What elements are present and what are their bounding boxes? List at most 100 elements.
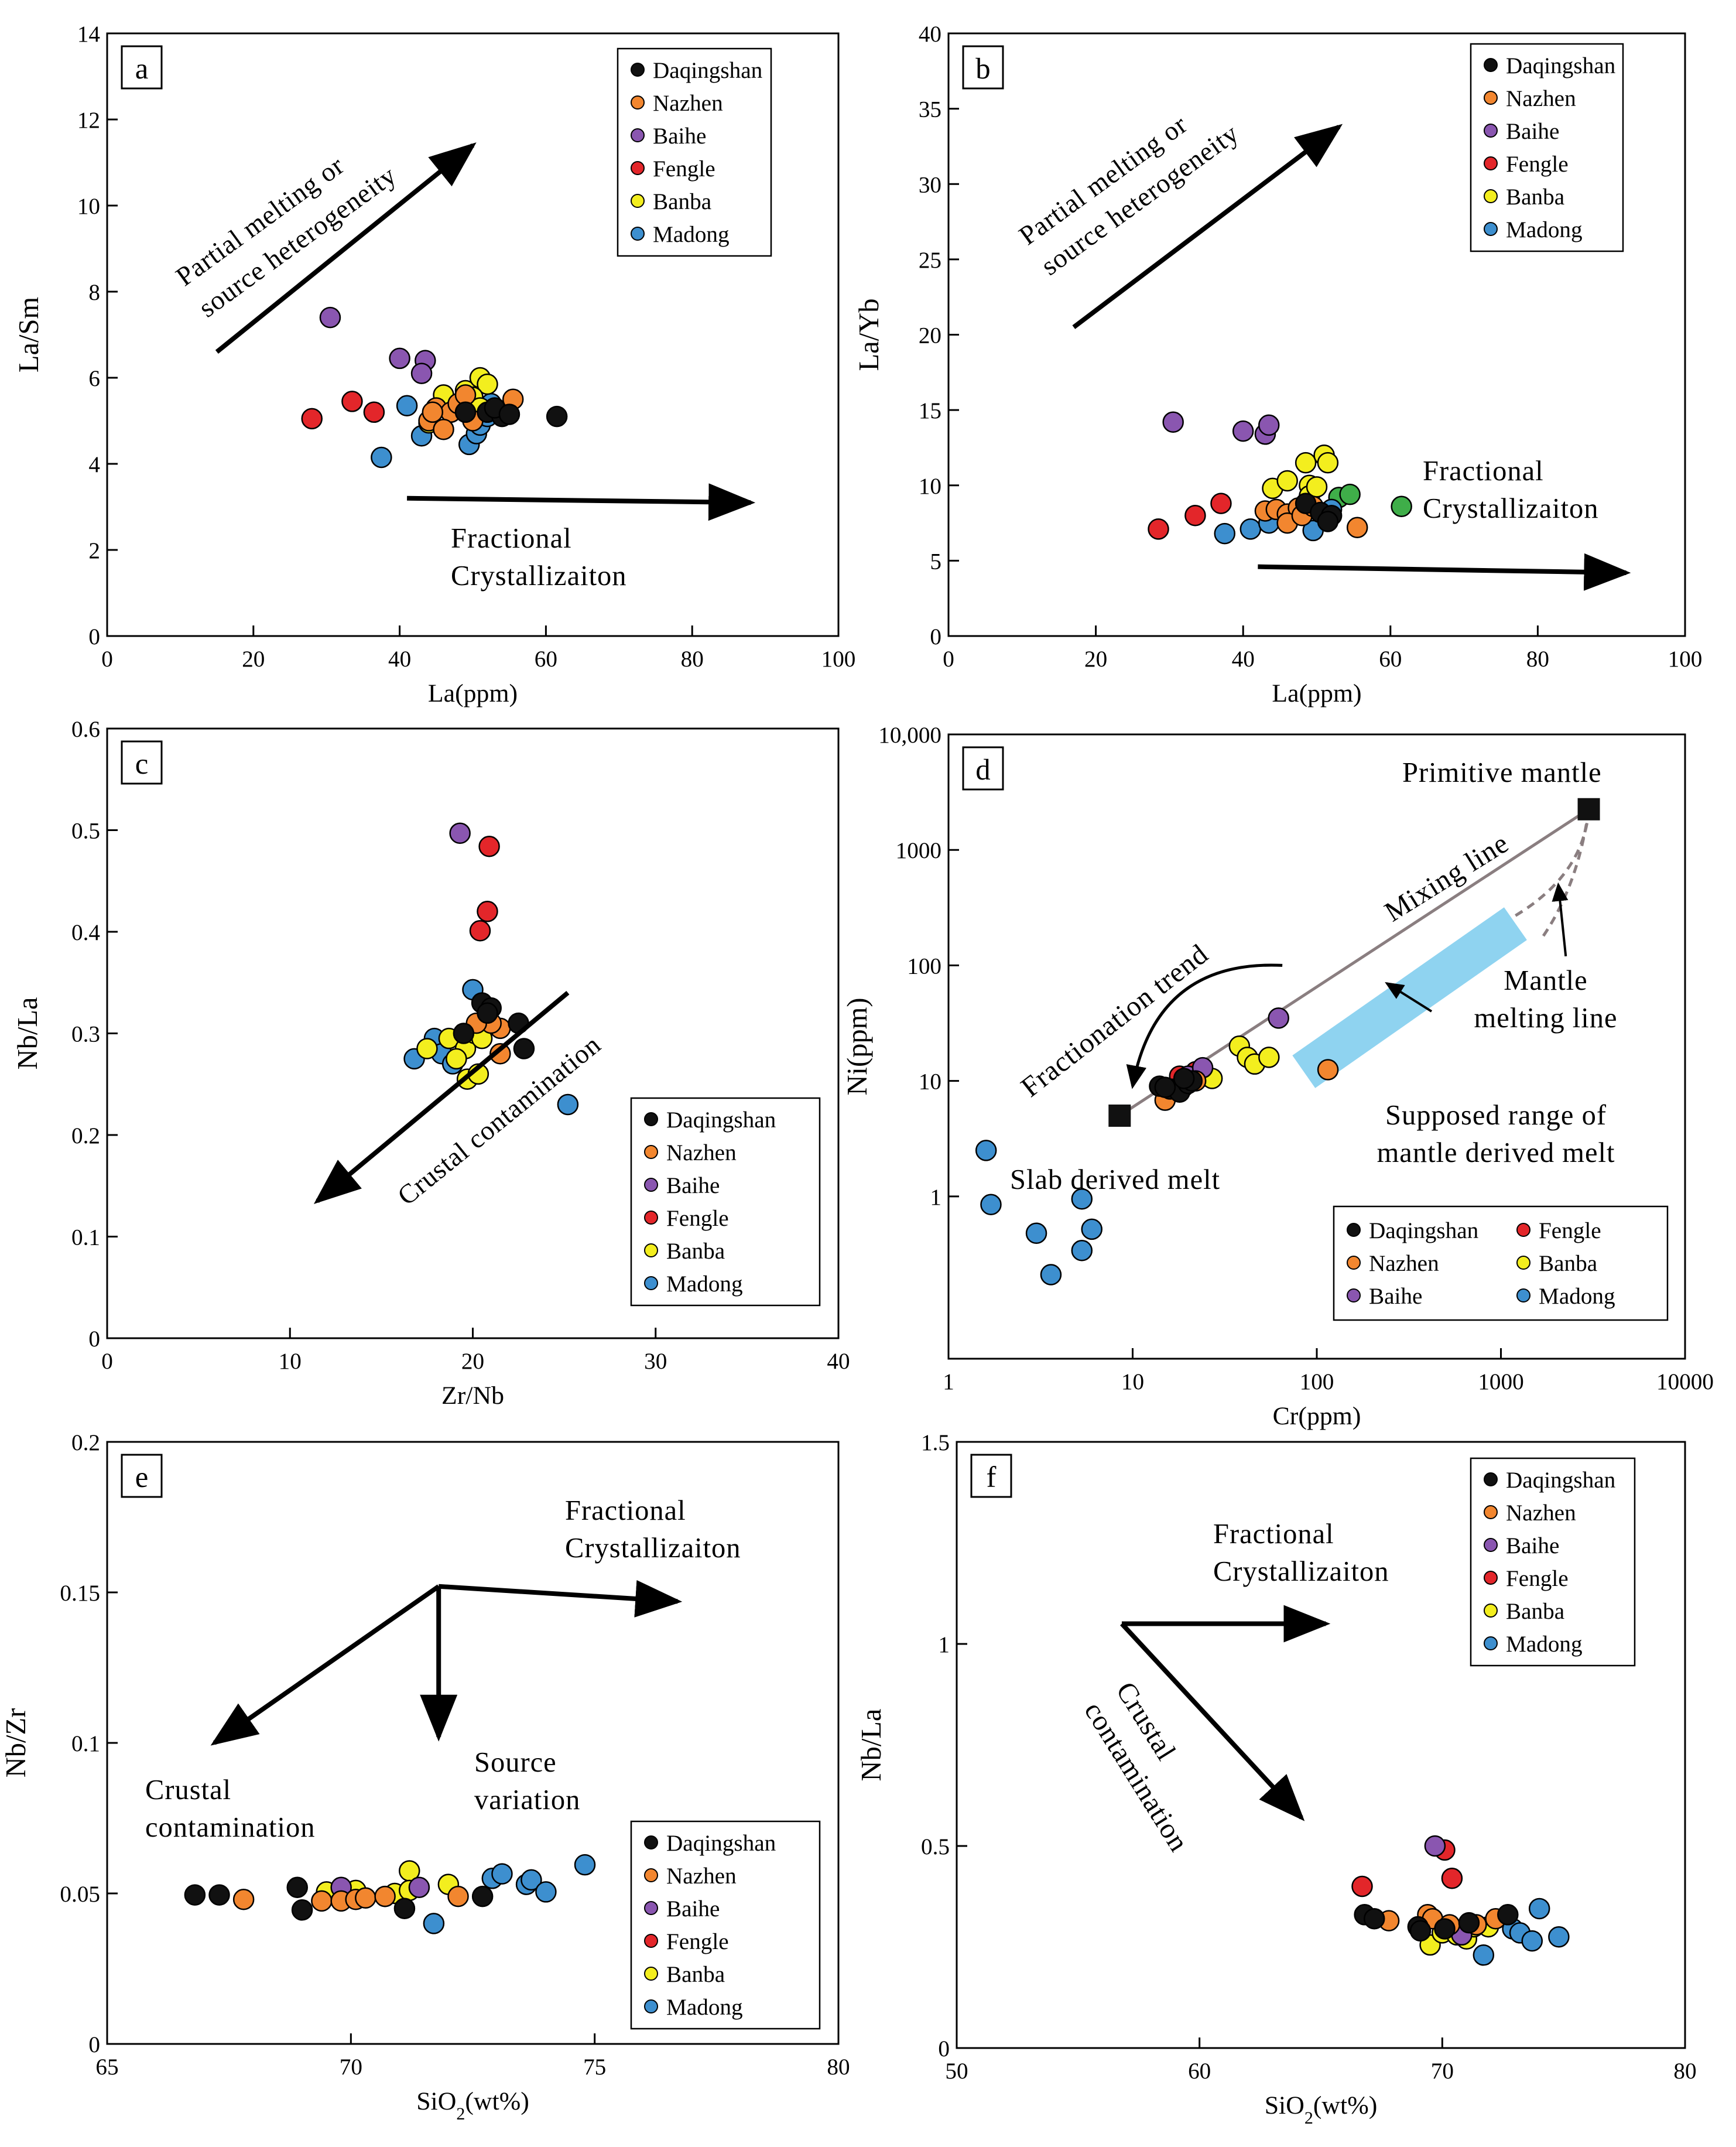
data-point-baihe-b — [1162, 411, 1184, 433]
data-point-madong-e — [423, 1913, 445, 1934]
data-point-baihe-a — [389, 347, 410, 370]
panel-letter-box-a — [121, 45, 163, 90]
data-point-madong-e — [574, 1854, 596, 1876]
y-tick-label-a: 0 — [88, 624, 100, 649]
mantle-melting-line — [1542, 809, 1591, 937]
x-tick-label-a: 40 — [388, 647, 411, 672]
x-axis-label-d: Cr(ppm) — [1273, 1402, 1361, 1430]
data-point-daqingshan-f — [1409, 1920, 1432, 1942]
data-point-banba-c — [416, 1038, 438, 1059]
data-point-daqingshan-b — [1317, 511, 1339, 532]
y-tick-label-b: 40 — [919, 22, 941, 47]
legend-marker-madong-c — [644, 1276, 658, 1290]
data-point-daqingshan-a — [498, 404, 521, 425]
y-tick-label-c: 0.2 — [71, 1123, 100, 1148]
legend-marker-madong-b — [1484, 222, 1498, 236]
data-point-madong-d — [980, 1194, 1002, 1216]
annotation-f: Crustalcontamination — [1078, 1677, 1226, 1857]
legend-label-nazhen-c: Nazhen — [666, 1140, 737, 1165]
data-point-daqingshan-a — [454, 401, 477, 423]
panel-letter-box-f — [970, 1454, 1012, 1498]
y-tick-label-d: 10 — [919, 1069, 941, 1095]
data-point-madong-a — [371, 446, 392, 469]
legend-marker-fengle-a — [631, 161, 645, 175]
y-axis-label-e: Nb/Zr — [1, 1708, 32, 1778]
data-point-madong-f — [1521, 1930, 1543, 1952]
y-tick-label-b: 5 — [930, 549, 941, 574]
legend-label-nazhen-e: Nazhen — [666, 1864, 737, 1889]
data-point-fengle-b — [1210, 493, 1232, 514]
data-point-nazhen-e — [447, 1885, 469, 1907]
x-tick-label-f: 50 — [945, 2059, 968, 2084]
data-point-madong-f — [1548, 1926, 1570, 1948]
data-point-daqingshan-c — [453, 1023, 475, 1044]
data-point-baihe-c — [449, 822, 471, 844]
annotation-a: Fractional Crystallizaiton — [451, 523, 627, 592]
legend-marker-fengle-e — [644, 1934, 658, 1948]
panel-letter-f: f — [987, 1461, 997, 1493]
slab-melt-marker — [1108, 1104, 1131, 1127]
trend-arrow-e — [438, 1580, 683, 1618]
legend-label-daqingshan-e: Daqingshan — [666, 1831, 776, 1856]
y-tick-label-e: 0.05 — [60, 1882, 100, 1907]
data-point-banba-b — [1317, 452, 1339, 474]
legend-label-baihe-d: Baihe — [1369, 1284, 1422, 1309]
x-tick-label-b: 40 — [1232, 647, 1255, 672]
data-point-fengle-b — [1184, 504, 1206, 527]
data-point-daqingshan-d — [1154, 1076, 1176, 1098]
data-point-baihe-b — [1232, 420, 1254, 442]
legend-marker-fengle-c — [644, 1211, 658, 1225]
legend-label-madong-e: Madong — [666, 1995, 743, 2020]
data-point-banba-b — [1295, 452, 1317, 474]
data-point-madong-c — [557, 1093, 579, 1116]
data-point-fengle-f — [1351, 1875, 1373, 1898]
legend-label-daqingshan-b: Daqingshan — [1506, 53, 1615, 78]
panel-letter-b: b — [975, 52, 990, 85]
x-axis-label-b: La(ppm) — [1272, 679, 1361, 707]
legend-label-daqingshan-a: Daqingshan — [653, 58, 762, 83]
x-tick-label-e: 65 — [95, 2054, 118, 2080]
x-tick-label-f: 80 — [1673, 2059, 1696, 2084]
y-tick-label-c: 0 — [88, 1327, 100, 1352]
legend-label-banba-f: Banba — [1506, 1599, 1564, 1624]
trend-arrow-d-range — [1385, 982, 1433, 1013]
x-tick-label-a: 20 — [242, 647, 265, 672]
primitive-mantle-marker — [1577, 798, 1600, 820]
legend-marker-banba-b — [1484, 189, 1498, 203]
data-point-fengle-c — [478, 836, 500, 857]
data-point-daqingshan-f — [1458, 1912, 1480, 1934]
legend-label-fengle-b: Fengle — [1506, 152, 1569, 177]
data-point-banba-b — [1276, 470, 1298, 492]
panel-letter-box-e — [121, 1454, 163, 1498]
data-point-madong-d — [1040, 1264, 1062, 1286]
y-tick-label-a: 10 — [77, 194, 100, 219]
legend-label-nazhen-b: Nazhen — [1506, 86, 1576, 111]
data-point-madong-d — [1081, 1218, 1102, 1240]
legend-marker-madong-a — [631, 227, 645, 241]
x-tick-label-d: 10000 — [1656, 1369, 1714, 1394]
y-axis-label-f: Nb/La — [856, 1709, 887, 1782]
legend-label-daqingshan-d: Daqingshan — [1369, 1218, 1478, 1243]
data-point-daqingshan-e — [286, 1876, 308, 1898]
x-tick-label-b: 100 — [1668, 647, 1703, 672]
data-point-daqingshan-e — [471, 1885, 494, 1907]
legend-label-madong-b: Madong — [1506, 217, 1583, 242]
data-point-nazhen-e — [374, 1885, 396, 1907]
data-point-madong-e — [535, 1881, 557, 1903]
y-axis-label-a: La/Sm — [13, 297, 44, 372]
data-point-madong-d — [1071, 1239, 1093, 1261]
x-axis-label-a: La(ppm) — [428, 679, 518, 707]
legend-box-e — [630, 1820, 821, 2030]
legend-label-banba-e: Banba — [666, 1962, 725, 1987]
annotation-d: Mantle melting line — [1474, 965, 1617, 1034]
y-tick-label-b: 30 — [919, 172, 941, 197]
annotation-f: Fractional Crystallizaiton — [1213, 1519, 1389, 1587]
y-tick-label-c: 0.6 — [71, 717, 100, 742]
data-point-extra-b — [1391, 495, 1412, 518]
legend-marker-baihe-a — [631, 128, 645, 142]
legend-marker-madong-f — [1484, 1636, 1498, 1650]
y-tick-label-d: 1 — [930, 1185, 941, 1210]
legend-label-fengle-a: Fengle — [653, 156, 715, 182]
y-tick-label-a: 4 — [88, 452, 100, 477]
